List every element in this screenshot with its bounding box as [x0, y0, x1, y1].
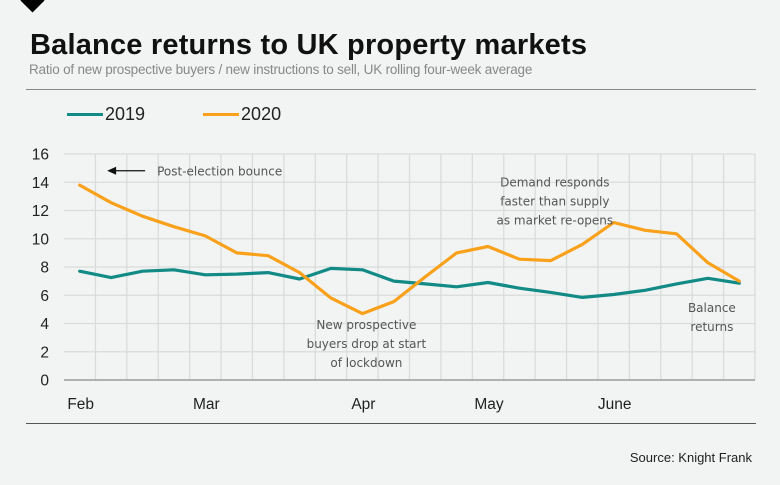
arrow-left-icon: [107, 166, 117, 175]
chart-subtitle: Ratio of new prospective buyers / new in…: [29, 62, 533, 77]
annotation-text: returns: [690, 320, 733, 334]
legend-swatch-2019: [67, 113, 103, 116]
legend-item-2020: 2020: [203, 104, 281, 125]
y-tick-label: 10: [32, 231, 50, 248]
x-tick-label: June: [598, 396, 632, 413]
y-tick-label: 4: [40, 316, 49, 333]
y-tick-label: 0: [40, 373, 49, 390]
annotation-text: Balance: [688, 301, 736, 315]
y-tick-label: 12: [32, 203, 49, 220]
x-tick-label: Mar: [193, 396, 220, 413]
y-tick-label: 8: [40, 260, 49, 277]
series-line-2019: [78, 266, 741, 299]
legend-swatch-2020: [203, 113, 240, 116]
y-tick-label: 14: [32, 175, 50, 192]
y-tick-label: 2: [40, 344, 49, 361]
y-tick-label: 16: [32, 147, 49, 164]
series-lines: [78, 183, 741, 316]
annotation-text: Post-election bounce: [157, 164, 282, 178]
annotation-text: of lockdown: [330, 356, 402, 370]
y-axis-ticks: 0 2 4 6 8 10 12 14 16: [32, 147, 50, 390]
x-axis-ticks: Feb Mar Apr May June: [67, 396, 631, 413]
x-tick-label: Feb: [67, 396, 94, 413]
legend-label-2019: 2019: [105, 104, 146, 124]
footer-divider: [26, 423, 756, 424]
annotation-text: Demand responds: [500, 175, 609, 189]
x-tick-label: Apr: [351, 396, 375, 413]
x-tick-label: May: [474, 396, 504, 413]
annotations: Post-election bounce New prospective buyer…: [107, 164, 736, 370]
annotation-text: buyers drop at start: [307, 337, 427, 351]
source-note: Source: Knight Frank: [629, 450, 752, 465]
y-tick-label: 6: [40, 288, 49, 305]
legend: 2019 2020: [67, 104, 339, 125]
series-line-2020: [78, 183, 741, 316]
legend-item-2019: 2019: [67, 104, 145, 125]
header-divider: [26, 89, 756, 90]
annotation-text: New prospective: [316, 318, 416, 332]
annotation-text: faster than supply: [500, 194, 609, 208]
annotation-text: as market re-opens: [497, 213, 614, 227]
chart-title: Balance returns to UK property markets: [30, 29, 588, 61]
gridlines: [64, 153, 756, 381]
legend-label-2020: 2020: [241, 104, 282, 124]
